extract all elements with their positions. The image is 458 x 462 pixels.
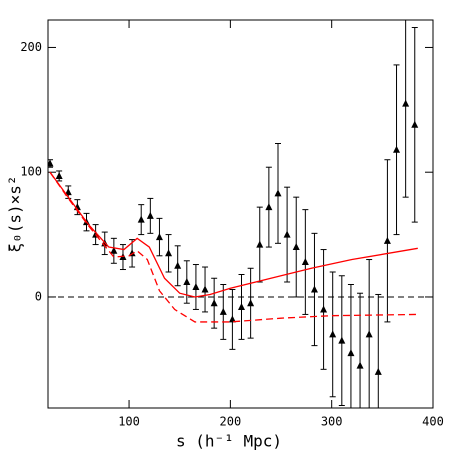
data-point [192, 282, 200, 290]
data-point [393, 145, 401, 153]
x-tick-label: 100 [118, 415, 140, 429]
data-point [55, 171, 63, 179]
data-point [64, 188, 72, 196]
x-tick-label: 400 [422, 415, 444, 429]
data-point [301, 258, 309, 266]
data-point [201, 285, 209, 293]
data-point [228, 315, 236, 323]
y-axis-label: ξ₀(s)×s² [6, 175, 25, 252]
data-point [110, 246, 118, 254]
data-point [356, 361, 364, 369]
data-point [365, 330, 373, 338]
data-point [219, 307, 227, 315]
data-point [183, 277, 191, 285]
data-point [210, 299, 218, 307]
data-point [165, 249, 173, 257]
data-point [274, 189, 282, 197]
data-point [383, 236, 391, 244]
plot-area [48, 20, 433, 408]
y-tick-label: 200 [20, 40, 42, 54]
data-point [338, 336, 346, 344]
x-axis-label: s (h⁻¹ Mpc) [176, 432, 282, 451]
y-tick-label: 100 [20, 165, 42, 179]
data-point [402, 99, 410, 107]
data-point [48, 159, 54, 167]
y-tick-label: 0 [35, 289, 42, 303]
plot-frame [47, 19, 434, 409]
data-point [320, 305, 328, 313]
data-point [174, 261, 182, 269]
data-point [411, 120, 419, 128]
data-point [146, 211, 154, 219]
data-point [247, 299, 255, 307]
data-point [347, 349, 355, 357]
data-point [292, 243, 300, 251]
data-point [256, 240, 264, 248]
data-point [155, 233, 163, 241]
data-point [265, 203, 273, 211]
data-point [283, 230, 291, 238]
x-tick-label: 200 [220, 415, 242, 429]
data-point [310, 285, 318, 293]
data-point [329, 330, 337, 338]
data-point [238, 302, 246, 310]
model-line [49, 171, 418, 298]
data-point [137, 215, 145, 223]
data-point [374, 367, 382, 375]
x-tick-label: 300 [321, 415, 343, 429]
model-line [49, 171, 418, 323]
